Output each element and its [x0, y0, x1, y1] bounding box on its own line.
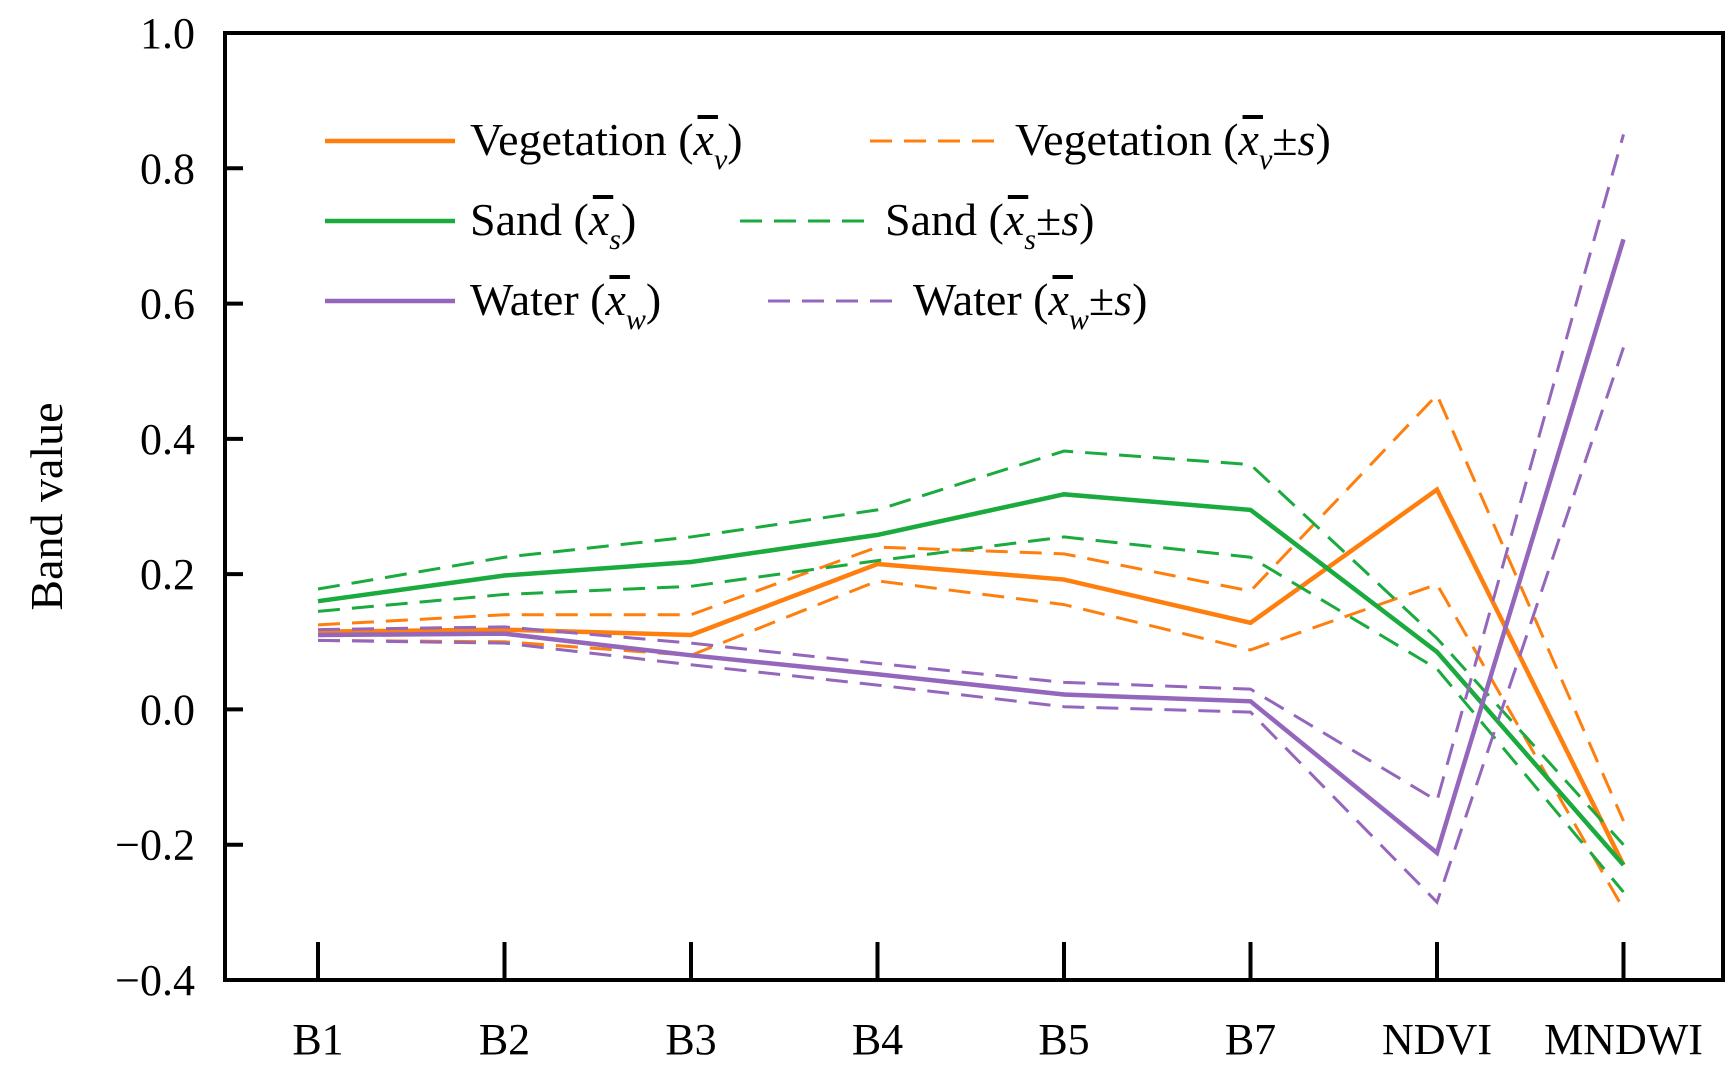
- series-line-5: [317, 535, 1625, 894]
- legend-label-1: Vegetation (xv±s): [1015, 114, 1331, 176]
- plot-frame: [223, 31, 1725, 982]
- x-tick-label-4: B5: [1038, 1015, 1089, 1064]
- series-line-4: [317, 449, 1625, 846]
- series-line-0: [317, 486, 1626, 867]
- y-tick-label-2: 0.6: [140, 280, 195, 329]
- x-tick-label-7: MNDWI: [1544, 1015, 1703, 1064]
- y-tick-label-4: 0.2: [140, 550, 195, 599]
- series-line-2: [317, 579, 1625, 910]
- x-tick-label-1: B2: [479, 1015, 530, 1064]
- x-tick-label-0: B1: [292, 1015, 343, 1064]
- x-tick-label-2: B3: [665, 1015, 716, 1064]
- y-tick-label-7: −0.4: [115, 956, 195, 1005]
- legend-label-3: Sand (xs): [470, 194, 636, 256]
- series-line-6: [317, 238, 1626, 857]
- legend-label-4: Sand (xs±s): [885, 194, 1094, 256]
- y-tick-label-1: 0.8: [140, 144, 195, 193]
- y-tick-label-6: −0.2: [115, 821, 195, 870]
- legend-label-7: Water (xw±s): [913, 274, 1147, 336]
- legend-label-6: Water (xw): [470, 274, 661, 336]
- legend-layer: Vegetation (xv) Vegetation (xv±s) Sand (xs…: [325, 114, 1331, 336]
- series-line-3: [317, 492, 1626, 867]
- y-tick-label-5: 0.0: [140, 685, 195, 734]
- x-tick-label-6: NDVI: [1382, 1015, 1492, 1064]
- y-tick-label-3: 0.4: [140, 415, 195, 464]
- y-axis-title: Band value: [21, 402, 72, 610]
- series-layer: [317, 134, 1626, 910]
- y-tick-label-0: 1.0: [140, 9, 195, 58]
- legend-label-0: Vegetation (xv): [470, 114, 743, 176]
- x-tick-label-5: B7: [1225, 1015, 1276, 1064]
- x-tick-label-3: B4: [852, 1015, 903, 1064]
- series-line-1: [317, 392, 1625, 822]
- axes-layer: 1.0 0.8 0.6 0.4 0.2 0.0 −0.2 −0.4 B1 B2 B3 B4 B5 B7 ND…: [21, 9, 1725, 1064]
- series-line-7: [317, 134, 1625, 804]
- series-line-8: [317, 347, 1625, 906]
